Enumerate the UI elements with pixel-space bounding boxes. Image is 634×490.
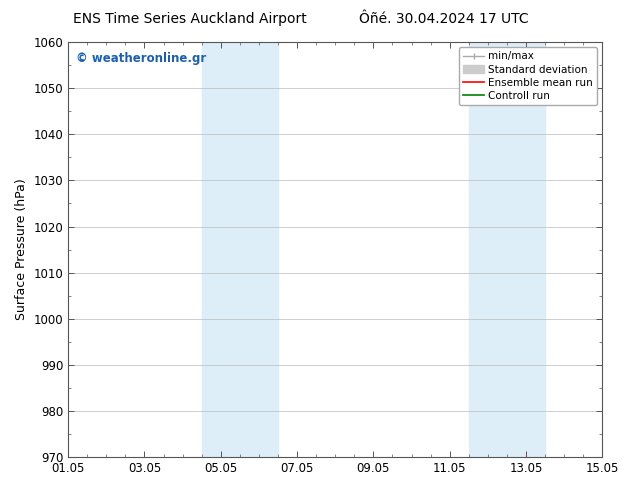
Text: Ôñé. 30.04.2024 17 UTC: Ôñé. 30.04.2024 17 UTC <box>359 12 529 26</box>
Bar <box>202 42 278 457</box>
Y-axis label: Surface Pressure (hPa): Surface Pressure (hPa) <box>15 179 28 320</box>
Bar <box>469 42 545 457</box>
Text: ENS Time Series Auckland Airport: ENS Time Series Auckland Airport <box>74 12 307 26</box>
Legend: min/max, Standard deviation, Ensemble mean run, Controll run: min/max, Standard deviation, Ensemble me… <box>459 47 597 105</box>
Text: © weatheronline.gr: © weatheronline.gr <box>76 52 207 66</box>
